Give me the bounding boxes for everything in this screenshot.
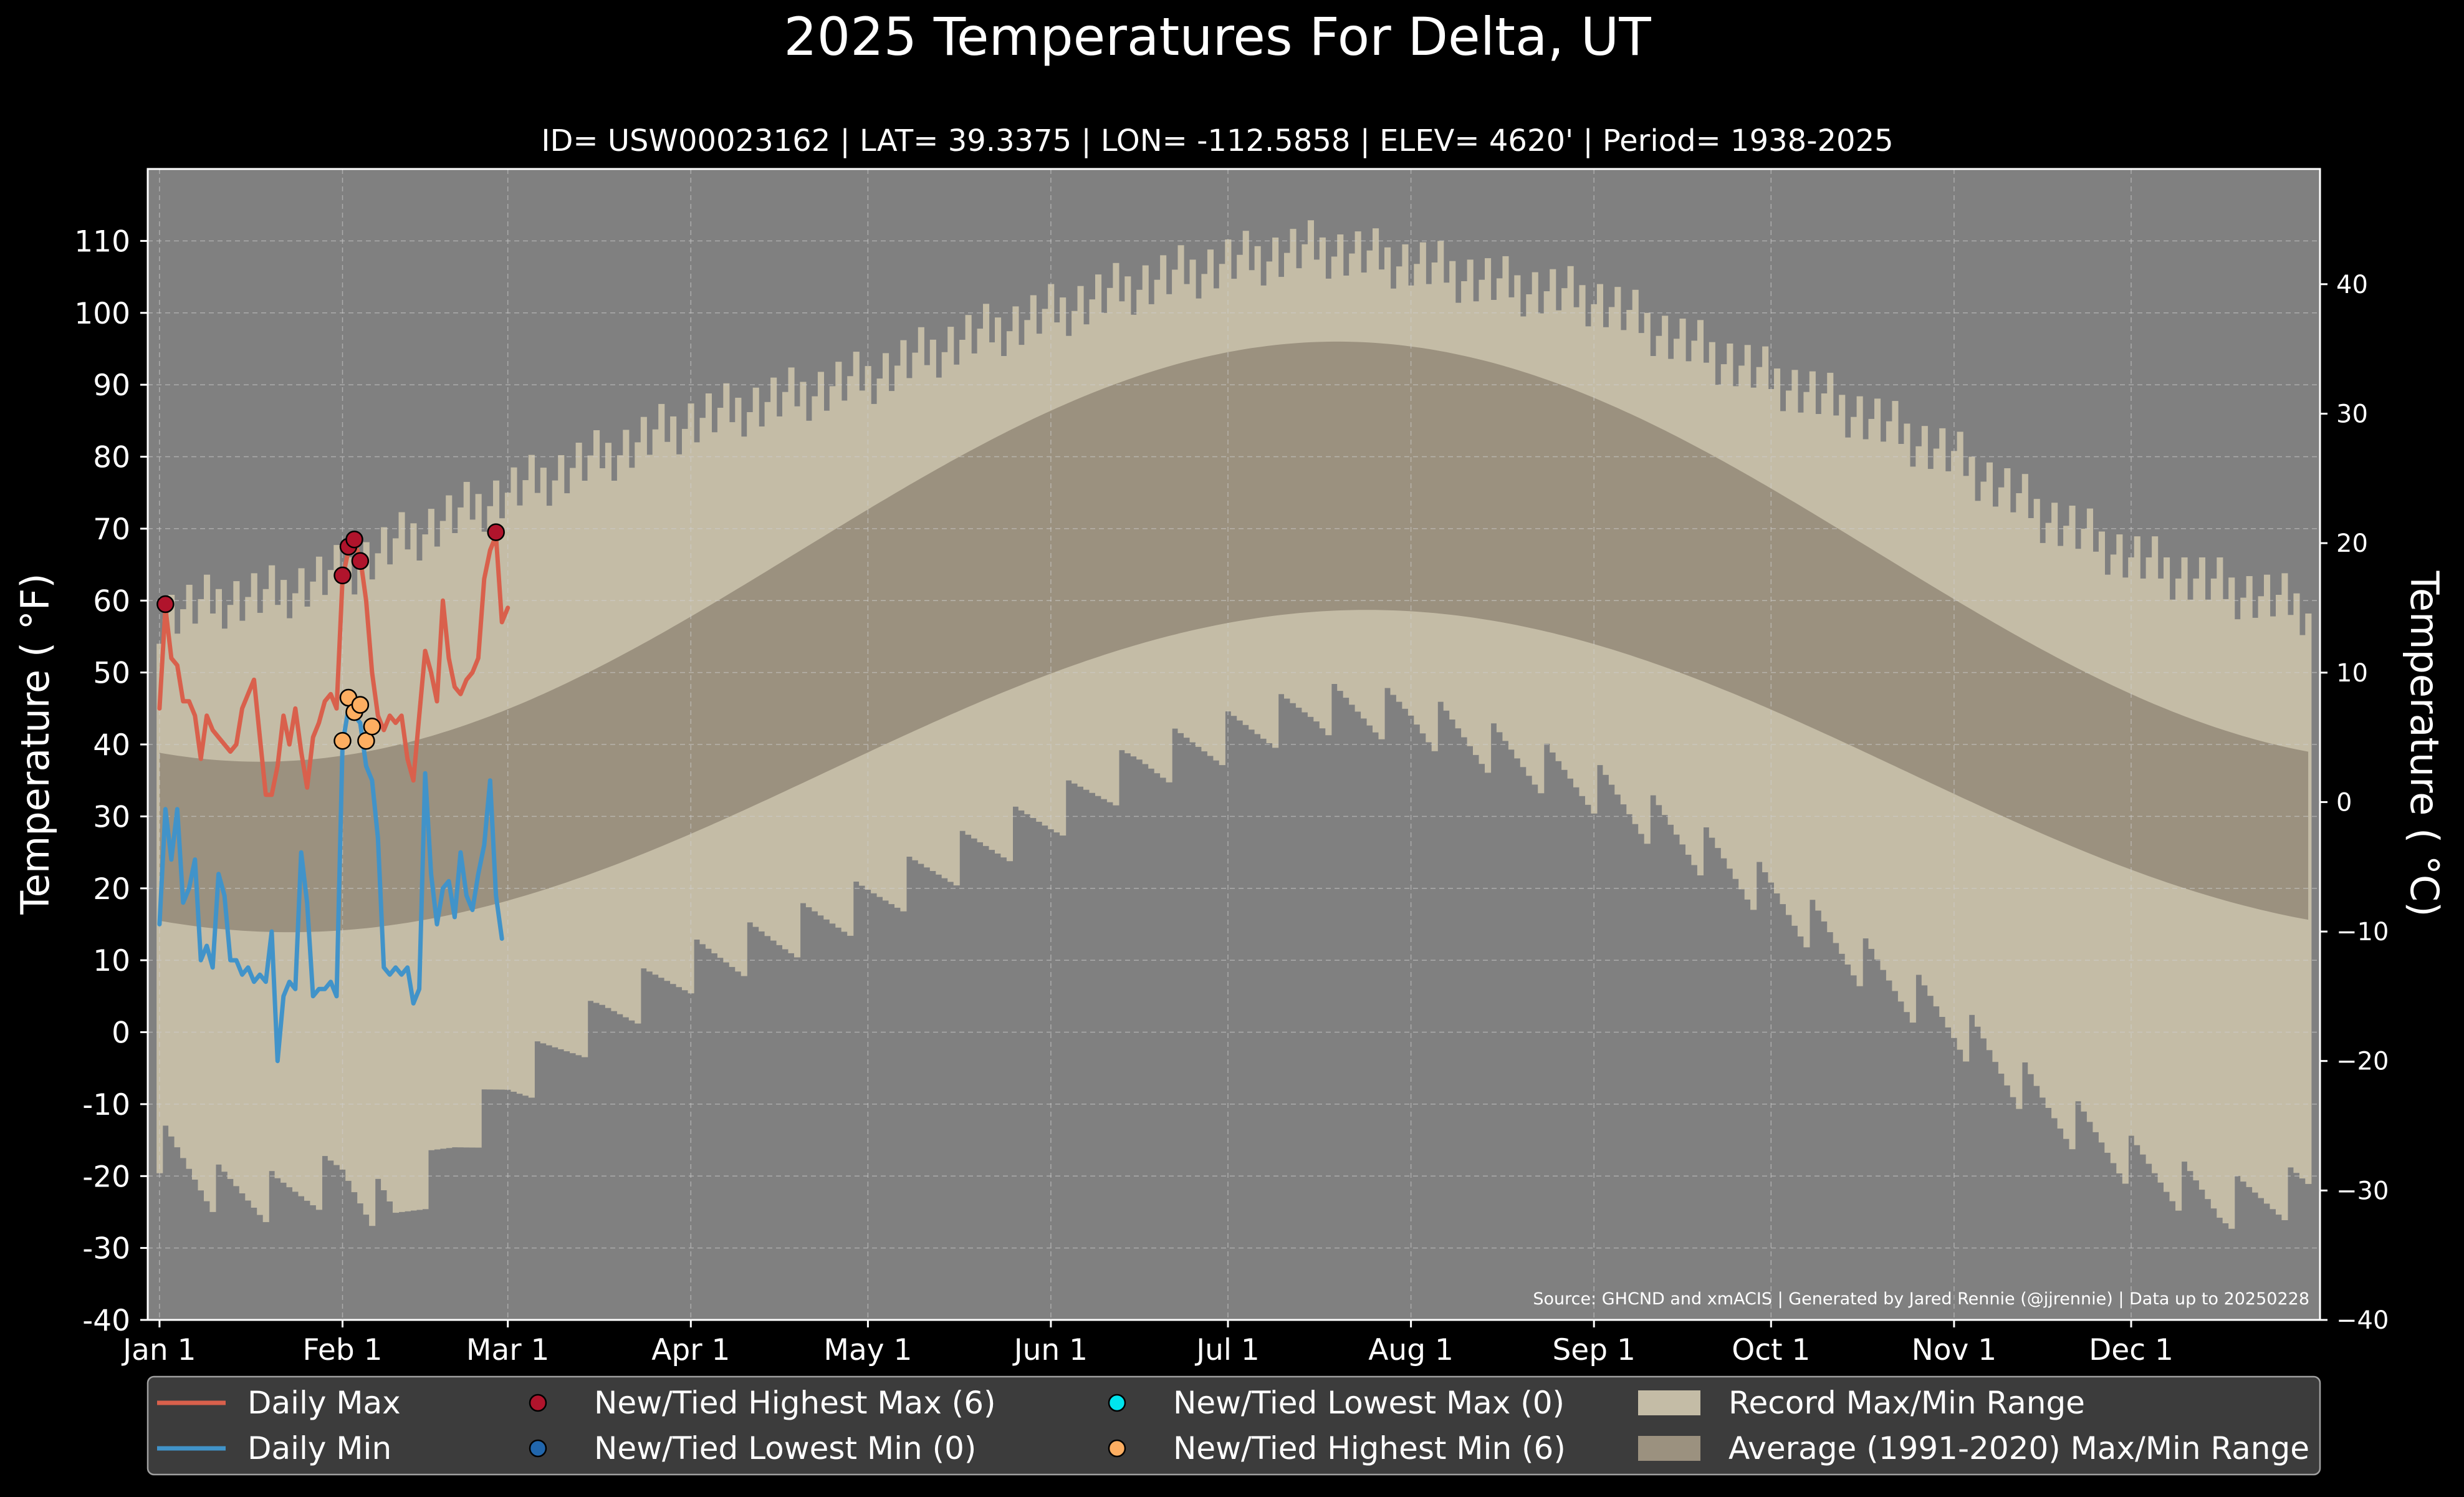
x-tick-label: Apr 1 (651, 1333, 730, 1367)
y-tick-label: 0 (112, 1016, 130, 1051)
marker-new-tied-highest-min (333, 731, 352, 750)
x-tick-label: Nov 1 (1912, 1333, 1997, 1367)
y-axis-label-left: Temperature ( °F) (12, 573, 58, 915)
y2-tick-label: 40 (2336, 271, 2368, 299)
x-tick-label: Dec 1 (2089, 1333, 2174, 1367)
y-tick-label: 80 (93, 441, 130, 475)
legend-new-tied-highest-min-6-label: New/Tied Highest Min (6) (1173, 1430, 1566, 1466)
legend-new-tied-highest-max-6-swatch (529, 1394, 547, 1412)
y-axis-label-right: Temperature ( °C) (2402, 570, 2447, 917)
legend-daily-max-label: Daily Max (247, 1385, 401, 1421)
y-tick-label: -40 (82, 1304, 130, 1338)
x-tick-label: Feb 1 (302, 1333, 382, 1367)
chart-title: 2025 Temperatures For Delta, UT (784, 6, 1651, 67)
legend: Daily Max Daily Min New/Tied Highest Max (… (146, 1375, 2321, 1476)
marker-new-tied-highest-min (363, 717, 381, 736)
record-range-bar (2305, 614, 2312, 1184)
y-tick-label: 90 (93, 368, 130, 403)
legend-record-max-min-range-label: Record Max/Min Range (1728, 1385, 2085, 1421)
record-range-bar (2104, 574, 2111, 1153)
y-tick-label: 100 (74, 297, 130, 331)
legend-average-1991-2020-max-min-range-label: Average (1991-2020) Max/Min Range (1728, 1430, 2309, 1466)
legend-new-tied-highest-max-6-label: New/Tied Highest Max (6) (594, 1385, 996, 1421)
x-tick-label: Jan 1 (121, 1333, 196, 1367)
y-tick-label: 110 (74, 224, 130, 259)
y-tick-label: -10 (82, 1088, 130, 1122)
y-tick-label: 40 (93, 728, 130, 763)
x-tick-label: Jun 1 (1012, 1333, 1088, 1367)
y2-tick-label: −10 (2336, 918, 2389, 946)
y-tick-label: -30 (82, 1232, 130, 1266)
y2-tick-label: 20 (2336, 529, 2368, 558)
y-tick-label: 60 (93, 584, 130, 619)
marker-new-tied-highest-max (351, 552, 370, 570)
y2-tick-label: 10 (2336, 659, 2368, 688)
y-tick-label: 30 (93, 800, 130, 834)
marker-new-tied-highest-max (156, 595, 175, 614)
record-range-bar (2222, 599, 2229, 1223)
record-range-bar (2205, 599, 2212, 1200)
x-tick-label: May 1 (823, 1333, 912, 1367)
record-range-bar (2228, 577, 2235, 1229)
series-line-daily-min (157, 706, 504, 1064)
legend-average-1991-2020-max-min-range-swatch (1638, 1436, 1700, 1461)
x-tick-label: Mar 1 (466, 1333, 550, 1367)
legend-new-tied-lowest-min-0-swatch (529, 1439, 547, 1458)
series-line-daily-max (157, 533, 511, 797)
source-note: Source: GHCND and xmACIS | Generated by … (1533, 1289, 2309, 1309)
y2-tick-label: −40 (2336, 1306, 2389, 1335)
marker-new-tied-highest-max (345, 530, 363, 549)
legend-new-tied-lowest-max-0-label: New/Tied Lowest Max (0) (1173, 1385, 1565, 1421)
y2-tick-label: −30 (2336, 1177, 2389, 1205)
y-tick-label: 50 (93, 657, 130, 691)
marker-new-tied-highest-max (333, 566, 352, 585)
x-tick-label: Oct 1 (1732, 1333, 1810, 1367)
y-tick-label: 10 (93, 944, 130, 978)
y-tick-label: 70 (93, 513, 130, 547)
legend-new-tied-lowest-max-0-swatch (1108, 1394, 1126, 1412)
marker-new-tied-highest-min (351, 696, 370, 714)
plot-area: 1101009080706050403020100-10-20-30-40403… (74, 168, 2389, 1367)
legend-daily-min-label: Daily Min (247, 1430, 391, 1466)
y-tick-label: 20 (93, 872, 130, 907)
average-range-band (159, 341, 2309, 933)
record-range-bar (2175, 578, 2182, 1211)
y2-tick-label: 0 (2336, 788, 2352, 817)
y2-tick-label: −20 (2336, 1047, 2389, 1076)
legend-record-max-min-range-swatch (1638, 1390, 1700, 1415)
record-range-bar (2270, 616, 2276, 1210)
legend-new-tied-highest-min-6-swatch (1108, 1439, 1126, 1458)
x-tick-label: Jul 1 (1194, 1333, 1260, 1367)
legend-new-tied-lowest-min-0-label: New/Tied Lowest Min (0) (594, 1430, 976, 1466)
y-tick-label: -20 (82, 1160, 130, 1194)
chart-subtitle: ID= USW00023162 | LAT= 39.3375 | LON= -1… (541, 123, 1893, 158)
record-range-bar (2169, 599, 2176, 1201)
marker-new-tied-highest-max (487, 523, 505, 541)
x-tick-label: Aug 1 (1368, 1333, 1454, 1367)
record-range-bar (2157, 578, 2164, 1183)
y2-tick-label: 30 (2336, 400, 2368, 429)
x-tick-label: Sep 1 (1552, 1333, 1635, 1367)
legend-box (146, 1375, 2321, 1476)
record-range-bar (2122, 577, 2129, 1184)
